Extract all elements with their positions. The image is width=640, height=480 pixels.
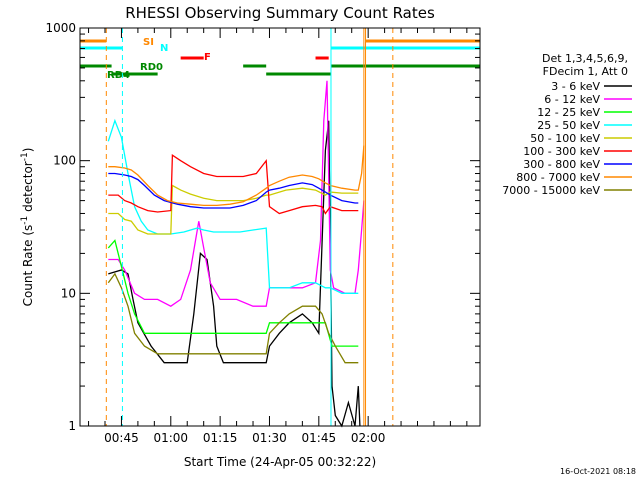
legend-entry-label: 3 - 6 keV (551, 80, 600, 93)
x-tick-label: 01:15 (203, 431, 238, 445)
flag-label-rd4: RD4 (107, 70, 130, 81)
flag-label-si: SI (143, 37, 154, 48)
legend-header: FDecim 1, Att 0 (543, 65, 628, 78)
series-line-7 (108, 145, 365, 207)
observing-flags: SI N F RD0 RD4 (80, 37, 480, 81)
legend-entry-label: 100 - 300 keV (523, 145, 600, 158)
series-line-8 (107, 272, 359, 364)
series-line-5 (108, 154, 359, 215)
legend-entry-label: 800 - 7000 keV (516, 171, 600, 184)
y-axis-label: Count Rate (s-1 detector-1) (20, 148, 35, 307)
legend-entry-label: 50 - 100 keV (530, 132, 600, 145)
chart-title: RHESSI Observing Summary Count Rates (125, 4, 435, 22)
y-tick-label: 1000 (45, 21, 76, 35)
series-line-3 (107, 118, 359, 294)
y-tick-label: 10 (61, 286, 76, 300)
y-axis-ticks: 1 10 100 1000 (45, 21, 480, 433)
flag-label-n: N (160, 43, 168, 54)
x-tick-label: 01:30 (252, 431, 287, 445)
x-axis-label: Start Time (24-Apr-05 00:32:22) (184, 455, 376, 469)
x-tick-label: 02:00 (351, 431, 386, 445)
series-line-6 (108, 172, 359, 209)
legend-entry-label: 25 - 50 keV (537, 119, 600, 132)
y-tick-label: 100 (53, 154, 76, 168)
legend: Det 1,3,4,5,6,9,FDecim 1, Att 0 3 - 6 keV… (502, 52, 632, 197)
legend-entry-label: 7000 - 15000 keV (502, 184, 600, 197)
series-line-1 (108, 80, 365, 307)
flag-label-rd0: RD0 (140, 62, 163, 73)
series-line-4 (108, 184, 359, 235)
legend-header: Det 1,3,4,5,6,9, (542, 52, 628, 65)
series-line-0 (108, 120, 361, 428)
y-tick-label: 1 (68, 419, 76, 433)
legend-entry-label: 6 - 12 keV (544, 93, 600, 106)
legend-entry-label: 300 - 800 keV (523, 158, 600, 171)
series-lines (107, 80, 365, 428)
footer-timestamp: 16-Oct-2021 08:18 (560, 467, 636, 476)
event-vlines (105, 28, 394, 426)
x-axis-ticks: 00:45 01:00 01:15 01:30 01:45 02:00 (88, 28, 468, 445)
x-tick-label: 00:45 (104, 431, 139, 445)
x-tick-label: 01:00 (153, 431, 188, 445)
legend-entry-label: 12 - 25 keV (537, 106, 600, 119)
x-tick-label: 01:45 (302, 431, 337, 445)
flag-label-f: F (204, 52, 211, 63)
plot-frame (79, 27, 481, 427)
